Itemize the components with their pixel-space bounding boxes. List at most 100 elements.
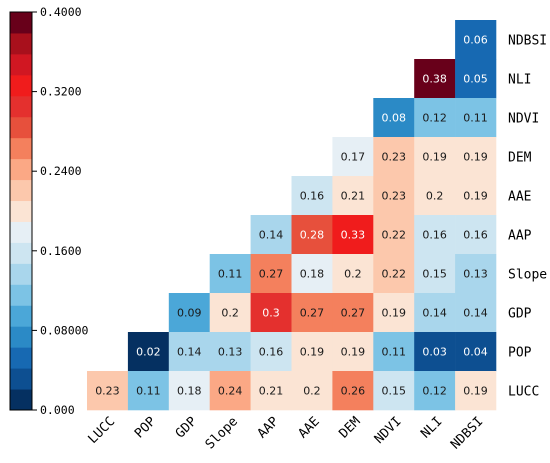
cell-value-label: 0.13 bbox=[218, 346, 243, 359]
cell-value-label: 0.16 bbox=[463, 229, 488, 242]
colorbar-segment bbox=[10, 158, 32, 181]
heatmap-cell bbox=[455, 293, 497, 333]
cell-value-label: 0.04 bbox=[463, 346, 488, 359]
cell-value-label: 0.2 bbox=[221, 307, 239, 320]
colorbar-segment bbox=[10, 116, 32, 139]
cell-value-label: 0.12 bbox=[422, 385, 447, 398]
cell-value-label: 0.2 bbox=[426, 190, 444, 203]
heatmap-cell bbox=[332, 176, 374, 216]
colorbar-segment bbox=[10, 347, 32, 369]
cell-value-label: 0.13 bbox=[463, 268, 488, 281]
colorbar-segment bbox=[10, 284, 32, 306]
heatmap-cell bbox=[291, 293, 333, 333]
column-label: Slope bbox=[203, 414, 241, 452]
cell-value-label: 0.22 bbox=[382, 229, 407, 242]
cell-value-label: 0.14 bbox=[177, 346, 202, 359]
row-label: Slope bbox=[508, 268, 547, 283]
cell-value-label: 0.21 bbox=[259, 385, 284, 398]
colorbar-segment bbox=[10, 305, 32, 327]
cell-value-label: 0.18 bbox=[300, 268, 325, 281]
heatmap-cell bbox=[373, 215, 415, 255]
cell-value-label: 0.3 bbox=[262, 307, 280, 320]
colorbar-segment bbox=[10, 95, 32, 118]
cell-value-label: 0.19 bbox=[341, 346, 366, 359]
heatmap-cell bbox=[455, 20, 497, 60]
cell-value-label: 0.2 bbox=[344, 268, 362, 281]
heatmap-cell bbox=[209, 293, 251, 333]
cell-value-label: 0.06 bbox=[463, 34, 488, 47]
colorbar-tick-label: 0.3200 bbox=[40, 85, 82, 99]
cell-value-label: 0.17 bbox=[341, 151, 366, 164]
cell-value-label: 0.27 bbox=[341, 307, 366, 320]
cell-value-label: 0.08 bbox=[382, 112, 407, 125]
heatmap-cell bbox=[168, 371, 210, 411]
heatmap-cell bbox=[332, 254, 374, 294]
cell-value-label: 0.27 bbox=[300, 307, 325, 320]
heatmap-cell bbox=[127, 371, 170, 411]
cell-value-label: 0.33 bbox=[341, 229, 366, 242]
cell-value-label: 0.21 bbox=[341, 190, 366, 203]
cell-value-label: 0.16 bbox=[422, 229, 447, 242]
row-label: NLI bbox=[508, 73, 531, 88]
cell-value-label: 0.14 bbox=[463, 307, 488, 320]
heatmap-cell bbox=[414, 176, 456, 216]
row-label: AAE bbox=[508, 190, 531, 205]
cell-value-label: 0.11 bbox=[463, 112, 488, 125]
row-label: AAP bbox=[508, 229, 532, 244]
colorbar-segment bbox=[10, 200, 32, 222]
cell-value-label: 0.19 bbox=[463, 190, 488, 203]
cell-value-label: 0.23 bbox=[382, 151, 407, 164]
heatmap-cell bbox=[373, 254, 415, 294]
heatmap-cell bbox=[414, 293, 456, 333]
heatmap-cell bbox=[373, 332, 415, 372]
colorbar-segment bbox=[10, 389, 32, 411]
heatmap-cell bbox=[373, 176, 415, 216]
colorbar-segment bbox=[10, 32, 32, 55]
heatmap-cell bbox=[455, 176, 497, 216]
heatmap-cell bbox=[414, 254, 456, 294]
row-labels: NDBSI NLI NDVI DEM AAE AAP Slope GDP POP LUCC bbox=[508, 34, 547, 400]
cell-value-label: 0.24 bbox=[218, 385, 243, 398]
heatmap-cell bbox=[455, 371, 497, 411]
cell-value-label: 0.11 bbox=[218, 268, 243, 281]
heatmap-cell bbox=[291, 215, 333, 255]
heatmap-cell bbox=[332, 293, 374, 333]
heatmap-cell bbox=[291, 371, 333, 411]
heatmap-cells: 0.06 0.38 0.05 0.08 0.12 0.11 0.17 0.23 0.19 0.19… bbox=[87, 20, 497, 411]
cell-value-label: 0.16 bbox=[259, 346, 284, 359]
colorbar-frame bbox=[9, 11, 33, 411]
cell-value-label: 0.11 bbox=[136, 385, 161, 398]
column-label: NDVI bbox=[372, 414, 405, 447]
cell-value-label: 0.02 bbox=[136, 346, 161, 359]
heatmap-cell bbox=[291, 332, 333, 372]
column-label: AAE bbox=[296, 414, 323, 441]
heatmap-cell bbox=[414, 98, 456, 138]
heatmap-cell bbox=[373, 98, 415, 138]
heatmap-cell bbox=[168, 332, 210, 372]
colorbar-segment bbox=[10, 368, 32, 390]
column-label: NLI bbox=[418, 414, 445, 441]
heatmap-cell bbox=[332, 332, 374, 372]
row-label: POP bbox=[508, 346, 532, 361]
heatmap-cell bbox=[250, 293, 292, 333]
heatmap-cell bbox=[414, 332, 456, 372]
cell-value-label: 0.14 bbox=[259, 229, 284, 242]
cell-value-label: 0.19 bbox=[463, 385, 488, 398]
row-label: DEM bbox=[508, 151, 532, 166]
cell-value-label: 0.23 bbox=[382, 190, 407, 203]
colorbar-segment bbox=[10, 12, 32, 34]
row-label: NDVI bbox=[508, 112, 539, 127]
heatmap-cell bbox=[127, 332, 170, 372]
colorbar-tick-label: 0.1600 bbox=[40, 244, 82, 258]
heatmap-cell bbox=[455, 137, 497, 177]
cell-value-label: 0.19 bbox=[382, 307, 407, 320]
heatmap-cell bbox=[455, 98, 497, 138]
row-label: GDP bbox=[508, 307, 532, 322]
heatmap-cell bbox=[291, 176, 333, 216]
heatmap-cell bbox=[250, 332, 292, 372]
heatmap-cell bbox=[373, 293, 415, 333]
cell-value-label: 0.28 bbox=[300, 229, 325, 242]
column-label: GDP bbox=[173, 414, 200, 441]
heatmap-cell bbox=[332, 371, 374, 411]
cell-value-label: 0.15 bbox=[382, 385, 407, 398]
